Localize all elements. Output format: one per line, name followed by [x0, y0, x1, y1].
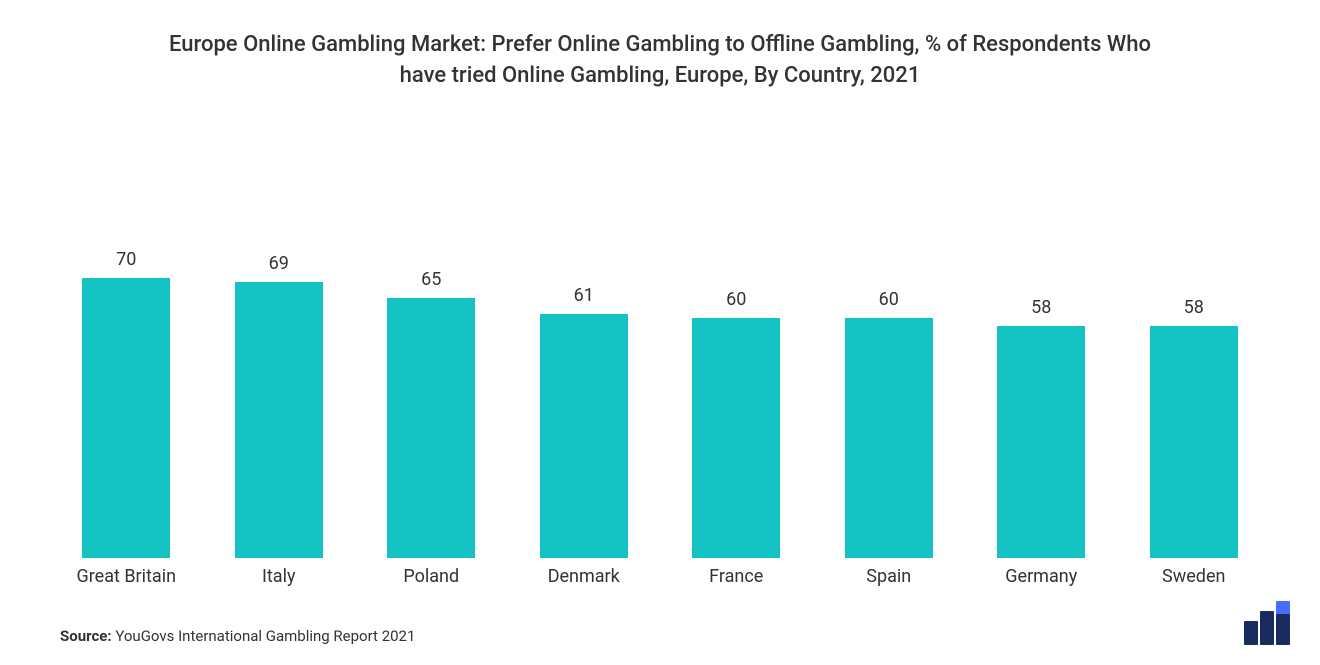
x-axis-labels: Great Britain Italy Poland Denmark Franc…: [40, 566, 1280, 587]
bar-value-label: 65: [421, 269, 441, 290]
bar-group: 60: [813, 132, 966, 558]
bar: [692, 318, 780, 558]
bar-value-label: 58: [1184, 297, 1204, 318]
chart-container: Europe Online Gambling Market: Prefer On…: [0, 0, 1320, 665]
bar: [235, 282, 323, 558]
bar: [82, 278, 170, 558]
bar: [845, 318, 933, 558]
bar-value-label: 60: [726, 289, 746, 310]
bar-group: 60: [660, 132, 813, 558]
brand-logo-icon: [1244, 601, 1290, 645]
bar: [997, 326, 1085, 558]
source-text: YouGovs International Gambling Report 20…: [115, 627, 415, 645]
chart-title: Europe Online Gambling Market: Prefer On…: [160, 30, 1160, 92]
source-label: Source:: [60, 627, 112, 645]
source-line: Source: YouGovs International Gambling R…: [40, 627, 1280, 645]
category-label: Denmark: [508, 566, 661, 587]
category-label: Germany: [965, 566, 1118, 587]
category-label: Spain: [813, 566, 966, 587]
bar-group: 58: [1118, 132, 1271, 558]
bar: [387, 298, 475, 558]
bar-group: 65: [355, 132, 508, 558]
bar-value-label: 60: [879, 289, 899, 310]
bar-value-label: 70: [116, 249, 136, 270]
logo-bar: [1244, 621, 1258, 645]
bars-area: 70 69 65 61 60 60 58 58: [40, 132, 1280, 558]
category-label: Sweden: [1118, 566, 1271, 587]
logo-bar: [1260, 611, 1274, 645]
category-label: Italy: [203, 566, 356, 587]
category-label: Great Britain: [50, 566, 203, 587]
bar-group: 61: [508, 132, 661, 558]
bar-group: 69: [203, 132, 356, 558]
category-label: Poland: [355, 566, 508, 587]
bar-group: 58: [965, 132, 1118, 558]
bar-group: 70: [50, 132, 203, 558]
bar-value-label: 58: [1031, 297, 1051, 318]
logo-bar: [1276, 601, 1290, 645]
bar: [540, 314, 628, 558]
bar: [1150, 326, 1238, 558]
bar-value-label: 61: [574, 285, 594, 306]
bar-value-label: 69: [269, 253, 289, 274]
category-label: France: [660, 566, 813, 587]
